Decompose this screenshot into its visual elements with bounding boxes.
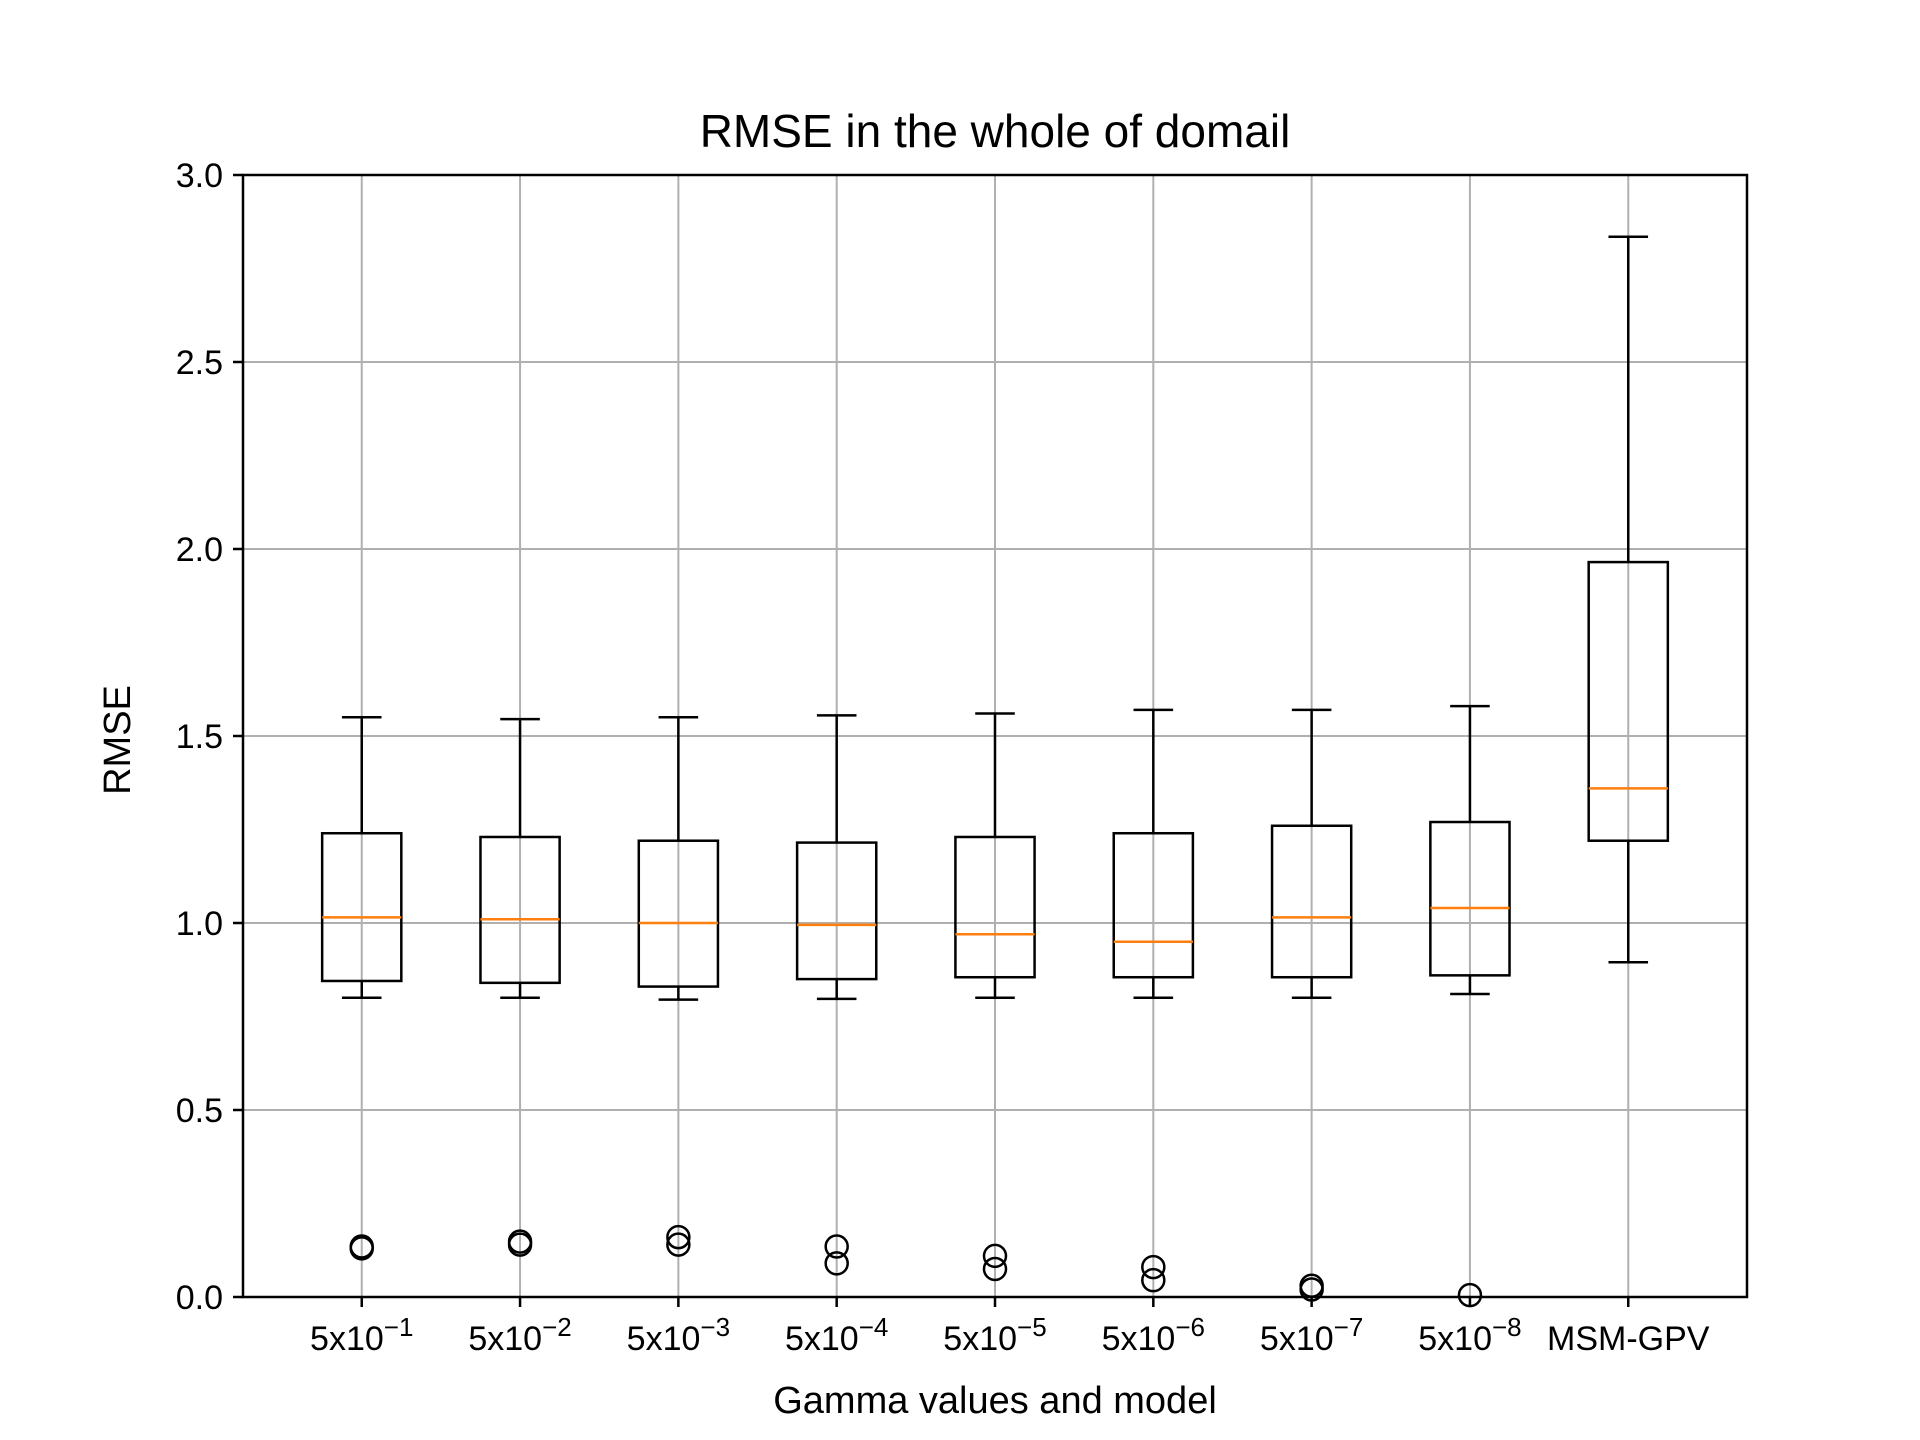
box-group — [1112, 708, 1195, 1293]
x-axis-label: Gamma values and model — [773, 1380, 1217, 1422]
box-group — [1429, 704, 1511, 1308]
outlier-point — [1141, 1267, 1166, 1293]
x-tick-label: 5x10−6 — [1102, 1312, 1205, 1358]
y-tick-label: 1.0 — [176, 905, 223, 943]
y-tick-label: 2.0 — [176, 531, 223, 569]
iqr-box — [1429, 820, 1511, 977]
box-group — [795, 714, 878, 1276]
chart-title: RMSE in the whole of domail — [700, 105, 1291, 157]
outlier-point — [507, 1232, 533, 1257]
outlier-point — [982, 1243, 1008, 1269]
axis-ticks: 0.0 0.5 1.0 1.5 2.0 2.5 3.0 5x10−1 5x10−2 5x10−3 5… — [176, 157, 1710, 1358]
box-group — [1587, 235, 1670, 964]
box-group — [637, 716, 720, 1257]
x-tick-label: 5x10−5 — [943, 1312, 1046, 1358]
outlier-point — [666, 1224, 691, 1250]
y-tick-label: 0.0 — [176, 1279, 223, 1317]
iqr-box — [1587, 560, 1670, 842]
x-tick-label: 5x10−1 — [310, 1312, 413, 1358]
x-tick-label: 5x10−8 — [1418, 1312, 1521, 1358]
box-group — [320, 716, 403, 1261]
outlier-point — [666, 1232, 691, 1257]
y-tick-label: 1.5 — [176, 718, 223, 756]
box-group — [479, 717, 561, 1257]
box-group — [954, 712, 1036, 1282]
iqr-box — [795, 841, 878, 981]
outlier-point — [349, 1236, 374, 1261]
iqr-box — [320, 831, 403, 983]
box-group — [1270, 708, 1353, 1302]
y-axis-label: RMSE — [97, 685, 139, 795]
y-tick-label: 2.5 — [176, 344, 223, 382]
outlier-point — [824, 1251, 849, 1276]
x-tick-label: MSM-GPV — [1547, 1320, 1710, 1358]
box-series — [320, 235, 1670, 1308]
y-tick-label: 3.0 — [176, 157, 223, 195]
y-tick-label: 0.5 — [176, 1092, 223, 1130]
outlier-point — [824, 1234, 849, 1259]
x-tick-label: 5x10−7 — [1260, 1312, 1363, 1358]
iqr-box — [954, 835, 1036, 979]
iqr-box — [637, 839, 720, 988]
x-tick-label: 5x10−3 — [627, 1312, 730, 1358]
x-tick-label: 5x10−4 — [785, 1312, 888, 1358]
x-tick-label: 5x10−2 — [468, 1312, 571, 1358]
outlier-point — [982, 1256, 1008, 1282]
iqr-box — [1270, 824, 1353, 979]
outlier-point — [1141, 1254, 1166, 1280]
iqr-box — [479, 835, 561, 985]
iqr-box — [1112, 831, 1195, 979]
